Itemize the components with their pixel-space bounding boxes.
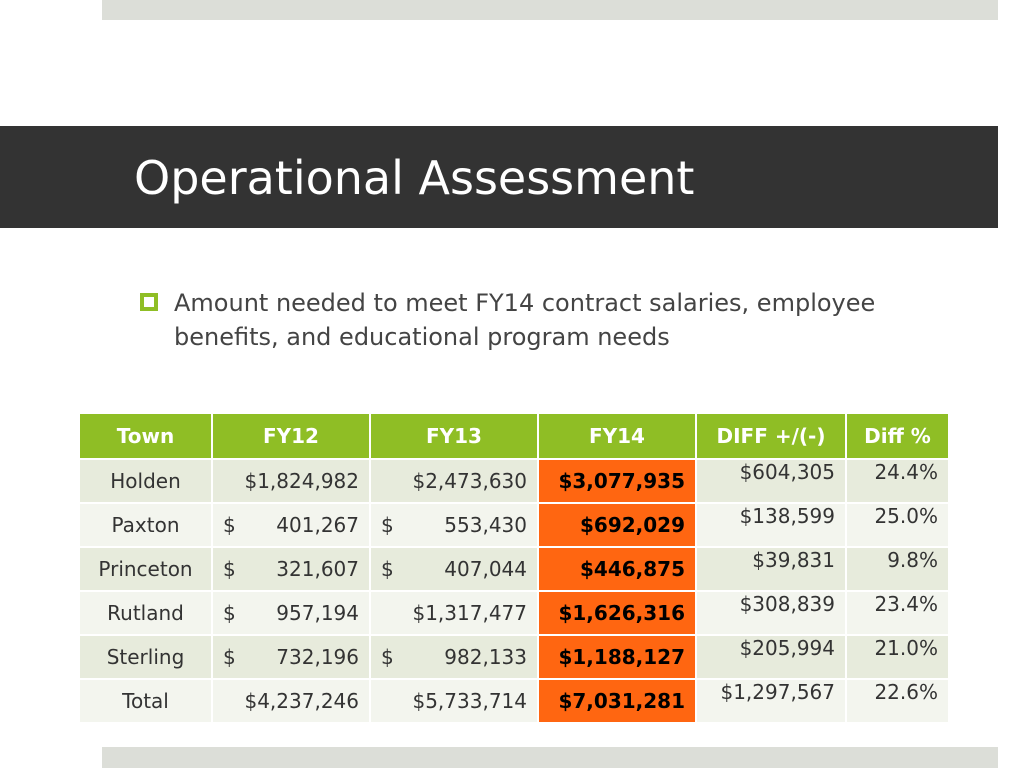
cell-town: Sterling (80, 634, 213, 679)
cell-diff-pct: 9.8% (846, 546, 950, 591)
cell-fy14: $3,077,935 (538, 458, 697, 503)
cell-town: Total (80, 678, 213, 722)
cell-fy12: $732,196 (212, 634, 371, 679)
square-bullet-icon (140, 293, 158, 311)
amount-value: 401,267 (276, 513, 359, 537)
cell-fy14: $692,029 (538, 502, 697, 547)
table-header-row: Town FY12 FY13 FY14 DIFF +/(-) Diff % (80, 414, 950, 459)
cell-diff: $205,994 (696, 634, 847, 679)
cell-diff-pct: 23.4% (846, 590, 950, 635)
bullet-text: Amount needed to meet FY14 contract sala… (174, 289, 876, 351)
currency-symbol: $ (223, 645, 236, 669)
cell-fy12: $957,194 (212, 590, 371, 635)
cell-fy12: $321,607 (212, 546, 371, 591)
header-fy14: FY14 (538, 414, 697, 459)
amount-value: 957,194 (276, 601, 359, 625)
currency-symbol: $ (223, 557, 236, 581)
cell-fy12: $1,824,982 (212, 458, 371, 503)
currency-symbol: $ (381, 557, 394, 581)
table-row: Total $4,237,246 $5,733,714 $7,031,281 $1,29… (80, 678, 950, 722)
cell-fy14: $446,875 (538, 546, 697, 591)
cell-diff: $1,297,567 (696, 678, 847, 722)
cell-fy13: $407,044 (370, 546, 539, 591)
cell-diff-pct: 25.0% (846, 502, 950, 547)
cell-fy14: $1,188,127 (538, 634, 697, 679)
header-diff-pct: Diff % (846, 414, 950, 459)
cell-town: Princeton (80, 546, 213, 591)
cell-diff-pct: 22.6% (846, 678, 950, 722)
cell-diff-pct: 21.0% (846, 634, 950, 679)
amount-value: 407,044 (444, 557, 527, 581)
cell-fy14: $7,031,281 (538, 678, 697, 722)
amount-value: 553,430 (444, 513, 527, 537)
cell-diff: $604,305 (696, 458, 847, 503)
cell-diff-pct: 24.4% (846, 458, 950, 503)
currency-symbol: $ (223, 601, 236, 625)
cell-fy12: $4,237,246 (212, 678, 371, 722)
amount-value: 982,133 (444, 645, 527, 669)
currency-symbol: $ (223, 513, 236, 537)
cell-diff: $308,839 (696, 590, 847, 635)
table-row: Sterling $732,196 $982,133 $1,188,127 $205,9… (80, 634, 950, 679)
top-decorative-band (102, 0, 998, 20)
table-row: Rutland $957,194 $1,317,477 $1,626,316 $308,… (80, 590, 950, 635)
bottom-decorative-band (102, 747, 998, 768)
amount-value: 732,196 (276, 645, 359, 669)
table-row: Princeton $321,607 $407,044 $446,875 $39,831… (80, 546, 950, 591)
cell-fy14: $1,626,316 (538, 590, 697, 635)
header-fy12: FY12 (212, 414, 371, 459)
cell-fy12: $401,267 (212, 502, 371, 547)
cell-fy13: $2,473,630 (370, 458, 539, 503)
cell-diff: $39,831 (696, 546, 847, 591)
budget-table: Town FY12 FY13 FY14 DIFF +/(-) Diff % Ho… (80, 414, 950, 722)
currency-symbol: $ (381, 513, 394, 537)
cell-diff: $138,599 (696, 502, 847, 547)
cell-town: Rutland (80, 590, 213, 635)
title-bar (0, 126, 998, 228)
header-diff: DIFF +/(-) (696, 414, 847, 459)
cell-town: Holden (80, 458, 213, 503)
table-row: Holden $1,824,982 $2,473,630 $3,077,935 $604… (80, 458, 950, 503)
table-row: Paxton $401,267 $553,430 $692,029 $138,599 25… (80, 502, 950, 547)
header-town: Town (80, 414, 213, 459)
header-fy13: FY13 (370, 414, 539, 459)
currency-symbol: $ (381, 645, 394, 669)
cell-fy13: $553,430 (370, 502, 539, 547)
cell-fy13: $1,317,477 (370, 590, 539, 635)
amount-value: 321,607 (276, 557, 359, 581)
cell-fy13: $5,733,714 (370, 678, 539, 722)
slide-title: Operational Assessment (134, 151, 695, 205)
cell-fy13: $982,133 (370, 634, 539, 679)
cell-town: Paxton (80, 502, 213, 547)
